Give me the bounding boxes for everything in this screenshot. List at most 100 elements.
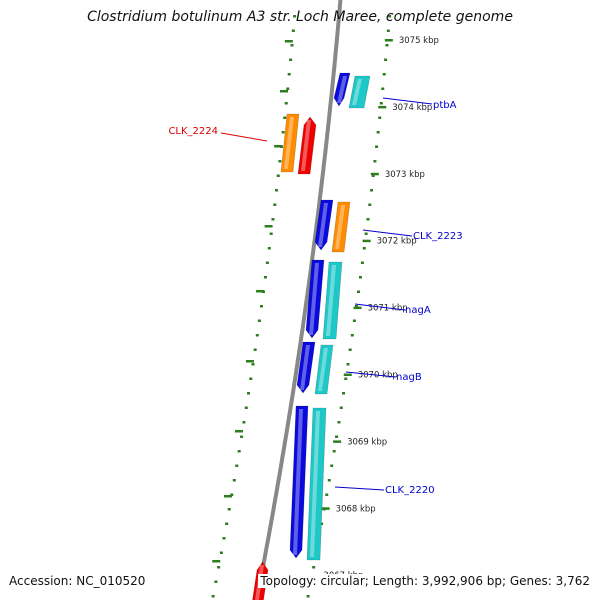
label-leader-line — [345, 371, 397, 378]
ring-dot — [306, 595, 310, 598]
ring-dot — [342, 392, 346, 395]
feature-CLK_2223-blue[interactable] — [314, 199, 334, 251]
ring-dot — [286, 87, 290, 90]
ring-dash — [212, 560, 221, 563]
gene-label[interactable]: nagB — [396, 372, 422, 383]
ring-dot — [247, 392, 251, 395]
feature-nagA-blue[interactable] — [305, 259, 325, 339]
ring-dot — [370, 189, 374, 192]
ring-dot — [251, 363, 255, 366]
ring-dot — [211, 595, 215, 598]
ring-dot — [350, 334, 354, 337]
genome-title: Clostridium botulinum A3 str. Loch Maree… — [87, 9, 513, 25]
ring-dot — [217, 566, 221, 569]
ring-dot — [366, 218, 370, 221]
feature-CLK_2220-blue[interactable] — [289, 405, 309, 559]
ring-dot — [249, 377, 253, 380]
ring-dot — [232, 479, 236, 482]
ring-dot — [375, 145, 379, 148]
gene-label[interactable]: CLK_2220 — [385, 485, 435, 496]
ring-dot — [259, 305, 263, 308]
ring-dot — [287, 73, 291, 76]
ring-dot — [267, 247, 271, 250]
ring-dot — [237, 450, 241, 453]
feature-CLK_2224-red[interactable] — [297, 116, 317, 175]
ring-dot — [219, 551, 223, 554]
tick-mark — [321, 507, 330, 510]
ring-dot — [352, 319, 356, 322]
feature-CLK_2224-orange[interactable] — [280, 113, 300, 173]
tick-mark — [384, 39, 393, 42]
ring-dot — [276, 174, 280, 177]
tick-mark — [378, 105, 387, 109]
ring-dot — [265, 261, 269, 264]
feature-nagB-blue[interactable] — [296, 341, 316, 394]
gene-label[interactable]: CLK_2223 — [413, 231, 463, 242]
ring-dot — [227, 508, 231, 511]
ring-dot — [269, 232, 273, 235]
feature-CLK_2220-cyan[interactable] — [306, 407, 327, 561]
tick-mark — [370, 172, 379, 176]
ring-dot — [230, 493, 234, 496]
ring-dot — [344, 377, 348, 380]
ring-dot — [263, 276, 267, 279]
ring-dot — [275, 189, 279, 192]
ring-dot — [356, 290, 360, 293]
ring-dot — [384, 58, 388, 61]
ring-dot — [354, 305, 358, 308]
gene-labels: ptbA CLK_2224 CLK_2223 nagA nagB CLK_2220 — [168, 97, 463, 496]
ring-dot — [290, 44, 294, 47]
ring-dot — [348, 348, 352, 351]
ring-dash — [223, 495, 232, 498]
tick-label: 3075 kbp — [399, 36, 439, 46]
ring-dot — [312, 566, 316, 569]
ring-dot — [255, 334, 259, 337]
tick-label: 3069 kbp — [347, 437, 387, 447]
gene-label[interactable]: nagA — [405, 305, 431, 316]
ring-dot — [346, 363, 350, 366]
ring-dot — [362, 247, 366, 250]
tick-label: 3072 kbp — [377, 237, 417, 247]
ring-dot — [332, 450, 336, 453]
ring-dot — [242, 421, 246, 424]
ring-dash — [279, 90, 288, 93]
feature-nagB-cyan[interactable] — [314, 344, 334, 395]
ring-dot — [293, 15, 297, 18]
ring-dot — [257, 319, 261, 322]
ring-dot — [271, 218, 275, 221]
ring-dot — [360, 261, 364, 264]
ring-dot — [364, 232, 368, 235]
ring-dot — [368, 203, 372, 206]
ring-dot — [222, 537, 226, 540]
genome-backbone — [254, 0, 343, 600]
ring-dot — [379, 102, 383, 105]
feature-ptbA-cyan[interactable] — [348, 75, 371, 109]
outer-dotted-ring — [211, 15, 392, 598]
ring-dot — [373, 160, 377, 163]
ring-dot — [330, 464, 334, 467]
ring-dot — [273, 203, 277, 206]
ring-dot — [289, 58, 293, 61]
gene-label[interactable]: ptbA — [433, 100, 457, 111]
ring-dot — [214, 580, 218, 583]
backbone-line — [254, 0, 343, 600]
tick-mark — [343, 373, 352, 376]
ring-dot — [240, 435, 244, 438]
tick-mark — [353, 306, 362, 310]
tick-label: 3074 kbp — [392, 103, 432, 113]
ring-dash — [256, 290, 265, 293]
ring-dash — [234, 430, 243, 433]
gene-features — [252, 72, 371, 600]
gene-label[interactable]: CLK_2224 — [168, 126, 218, 137]
ring-dot — [235, 464, 239, 467]
feature-nagA-cyan[interactable] — [322, 261, 343, 340]
tick-label: 3068 kbp — [336, 504, 376, 514]
label-leader-line — [362, 229, 413, 237]
feature-CLK_2223-orange[interactable] — [331, 201, 351, 253]
ring-dot — [376, 131, 380, 134]
ring-dot — [291, 29, 295, 32]
feature-ptbA-blue[interactable] — [333, 72, 351, 107]
ring-dot — [253, 348, 257, 351]
ring-dot — [378, 116, 382, 119]
ring-dot — [358, 276, 362, 279]
